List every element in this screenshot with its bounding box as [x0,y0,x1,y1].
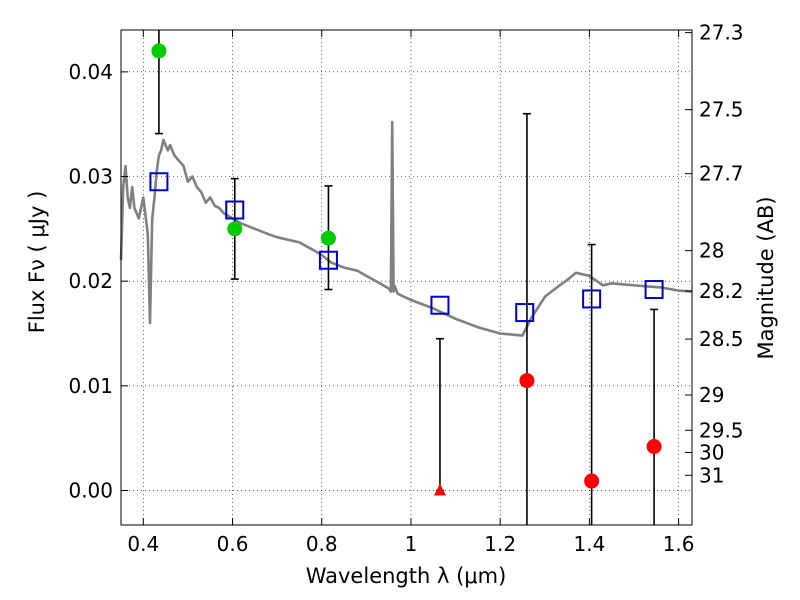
y2-tick-label: 27.5 [699,98,744,122]
y2-axis-label: Magnitude (AB) [754,196,778,359]
y2-tick-label: 29 [699,383,724,407]
x-tick-label: 1.2 [484,532,516,556]
y-tick-label: 0.04 [68,60,113,84]
x-tick-label: 1.4 [573,532,605,556]
plot-area [119,30,693,525]
model-photometry-square [644,280,664,300]
x-tick-label: 0.8 [306,532,338,556]
x-tick-label: 1 [405,532,418,556]
x-tick-label: 1.6 [663,532,695,556]
axis-ticks: 0.4 0.6 0.8 1 1.2 1.4 1.6 0.00 0.01 0.02 0.03 0.04 2… [68,21,743,556]
y-tick-label: 0.01 [68,374,113,398]
y2-tick-label: 29.5 [699,418,744,442]
y2-tick-label: 28 [699,239,724,263]
y-tick-label: 0.03 [68,165,113,189]
nondetection-point [584,473,600,489]
y-tick-label: 0.02 [68,269,113,293]
model-photometry-square [318,250,338,270]
y2-tick-label: 31 [699,463,724,487]
nondetection-point [646,439,662,455]
model-photometry-square [225,200,245,220]
x-tick-label: 0.6 [217,532,249,556]
y2-tick-label: 27.3 [699,21,744,45]
y2-tick-label: 27.7 [699,162,744,186]
sed-model-line [119,120,693,337]
y2-tick-label: 30 [699,440,724,464]
plot-frame [120,29,693,526]
detection-point [151,43,167,59]
grid [121,30,692,525]
y2-tick-label: 28.5 [699,327,744,351]
model-photometry-square [515,303,535,323]
detection-point [227,221,243,237]
model-photometry-square [430,295,450,315]
detection-point [320,230,336,246]
x-axis-label: Wavelength λ (μm) [306,564,507,588]
y-tick-label: 0.00 [68,478,113,502]
nondetection-point [519,373,535,389]
y-axis-label: Flux Fν ( μJy ) [25,191,49,334]
model-photometry-square [149,172,169,192]
model-photometry-square [582,289,602,309]
y2-tick-label: 28.2 [699,279,744,303]
x-tick-label: 0.4 [127,532,159,556]
upper-limit-triangle [433,483,446,496]
